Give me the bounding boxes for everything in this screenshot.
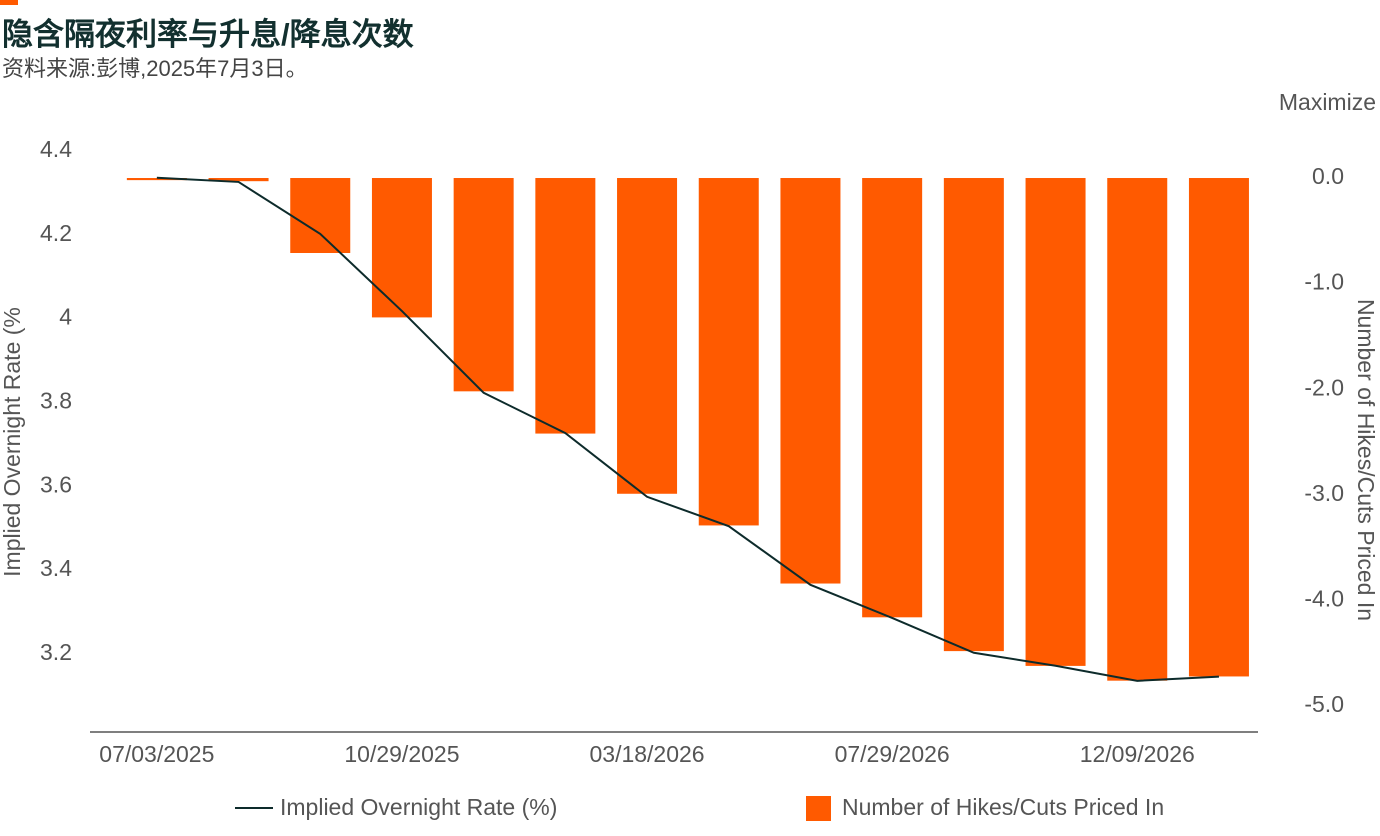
x-tick-label: 12/09/2026: [1080, 741, 1195, 767]
y-tick-label: 3.8: [40, 388, 72, 414]
y-tick-label: 3.2: [40, 639, 72, 665]
bar: [126, 178, 187, 181]
maximize-button[interactable]: Maximize: [1279, 89, 1376, 115]
bar: [371, 178, 432, 318]
y2-tick-label: -4.0: [1304, 585, 1344, 611]
chart-title: 隐含隔夜利率与升息/降息次数: [2, 17, 414, 52]
y2-tick-label: -2.0: [1304, 374, 1344, 400]
x-tick-label: 07/29/2026: [835, 741, 950, 767]
x-tick-label: 07/03/2025: [99, 741, 214, 767]
bar: [453, 178, 514, 392]
y2-tick-label: -5.0: [1304, 691, 1344, 717]
y2-tick-label: -3.0: [1304, 480, 1344, 506]
bar: [1188, 178, 1249, 677]
y-axis-label: Implied Overnight Rate (%: [0, 307, 25, 577]
line: [156, 176, 1220, 682]
y-tick-label: 4: [59, 304, 72, 330]
y2-axis-label: Number of Hikes/Cuts Priced In: [1353, 299, 1379, 621]
bar: [617, 178, 678, 494]
accent: [0, 0, 18, 5]
y2-tick-label: 0.0: [1312, 163, 1344, 189]
legend-label: Number of Hikes/Cuts Priced In: [842, 794, 1164, 820]
bar: [943, 178, 1004, 652]
bar: [780, 178, 841, 584]
bar: [1025, 178, 1086, 666]
bar: [290, 178, 351, 253]
legend-swatch: [806, 796, 831, 821]
bar: [862, 178, 923, 618]
y-tick-label: 4.2: [40, 220, 72, 246]
y-tick-label: 4.4: [40, 136, 72, 162]
y2-tick-label: -1.0: [1304, 269, 1344, 295]
x-tick-label: 10/29/2025: [344, 741, 459, 767]
bar: [208, 178, 269, 182]
y-tick-label: 3.4: [40, 555, 72, 581]
bar: [535, 178, 596, 434]
bar: [698, 178, 759, 526]
x-tick-label: 03/18/2026: [589, 741, 704, 767]
bar: [1107, 178, 1168, 681]
chart-subtitle: 资料来源:彭博,2025年7月3日。: [2, 56, 308, 81]
legend-label: Implied Overnight Rate (%): [280, 794, 557, 820]
y-tick-label: 3.6: [40, 471, 72, 497]
